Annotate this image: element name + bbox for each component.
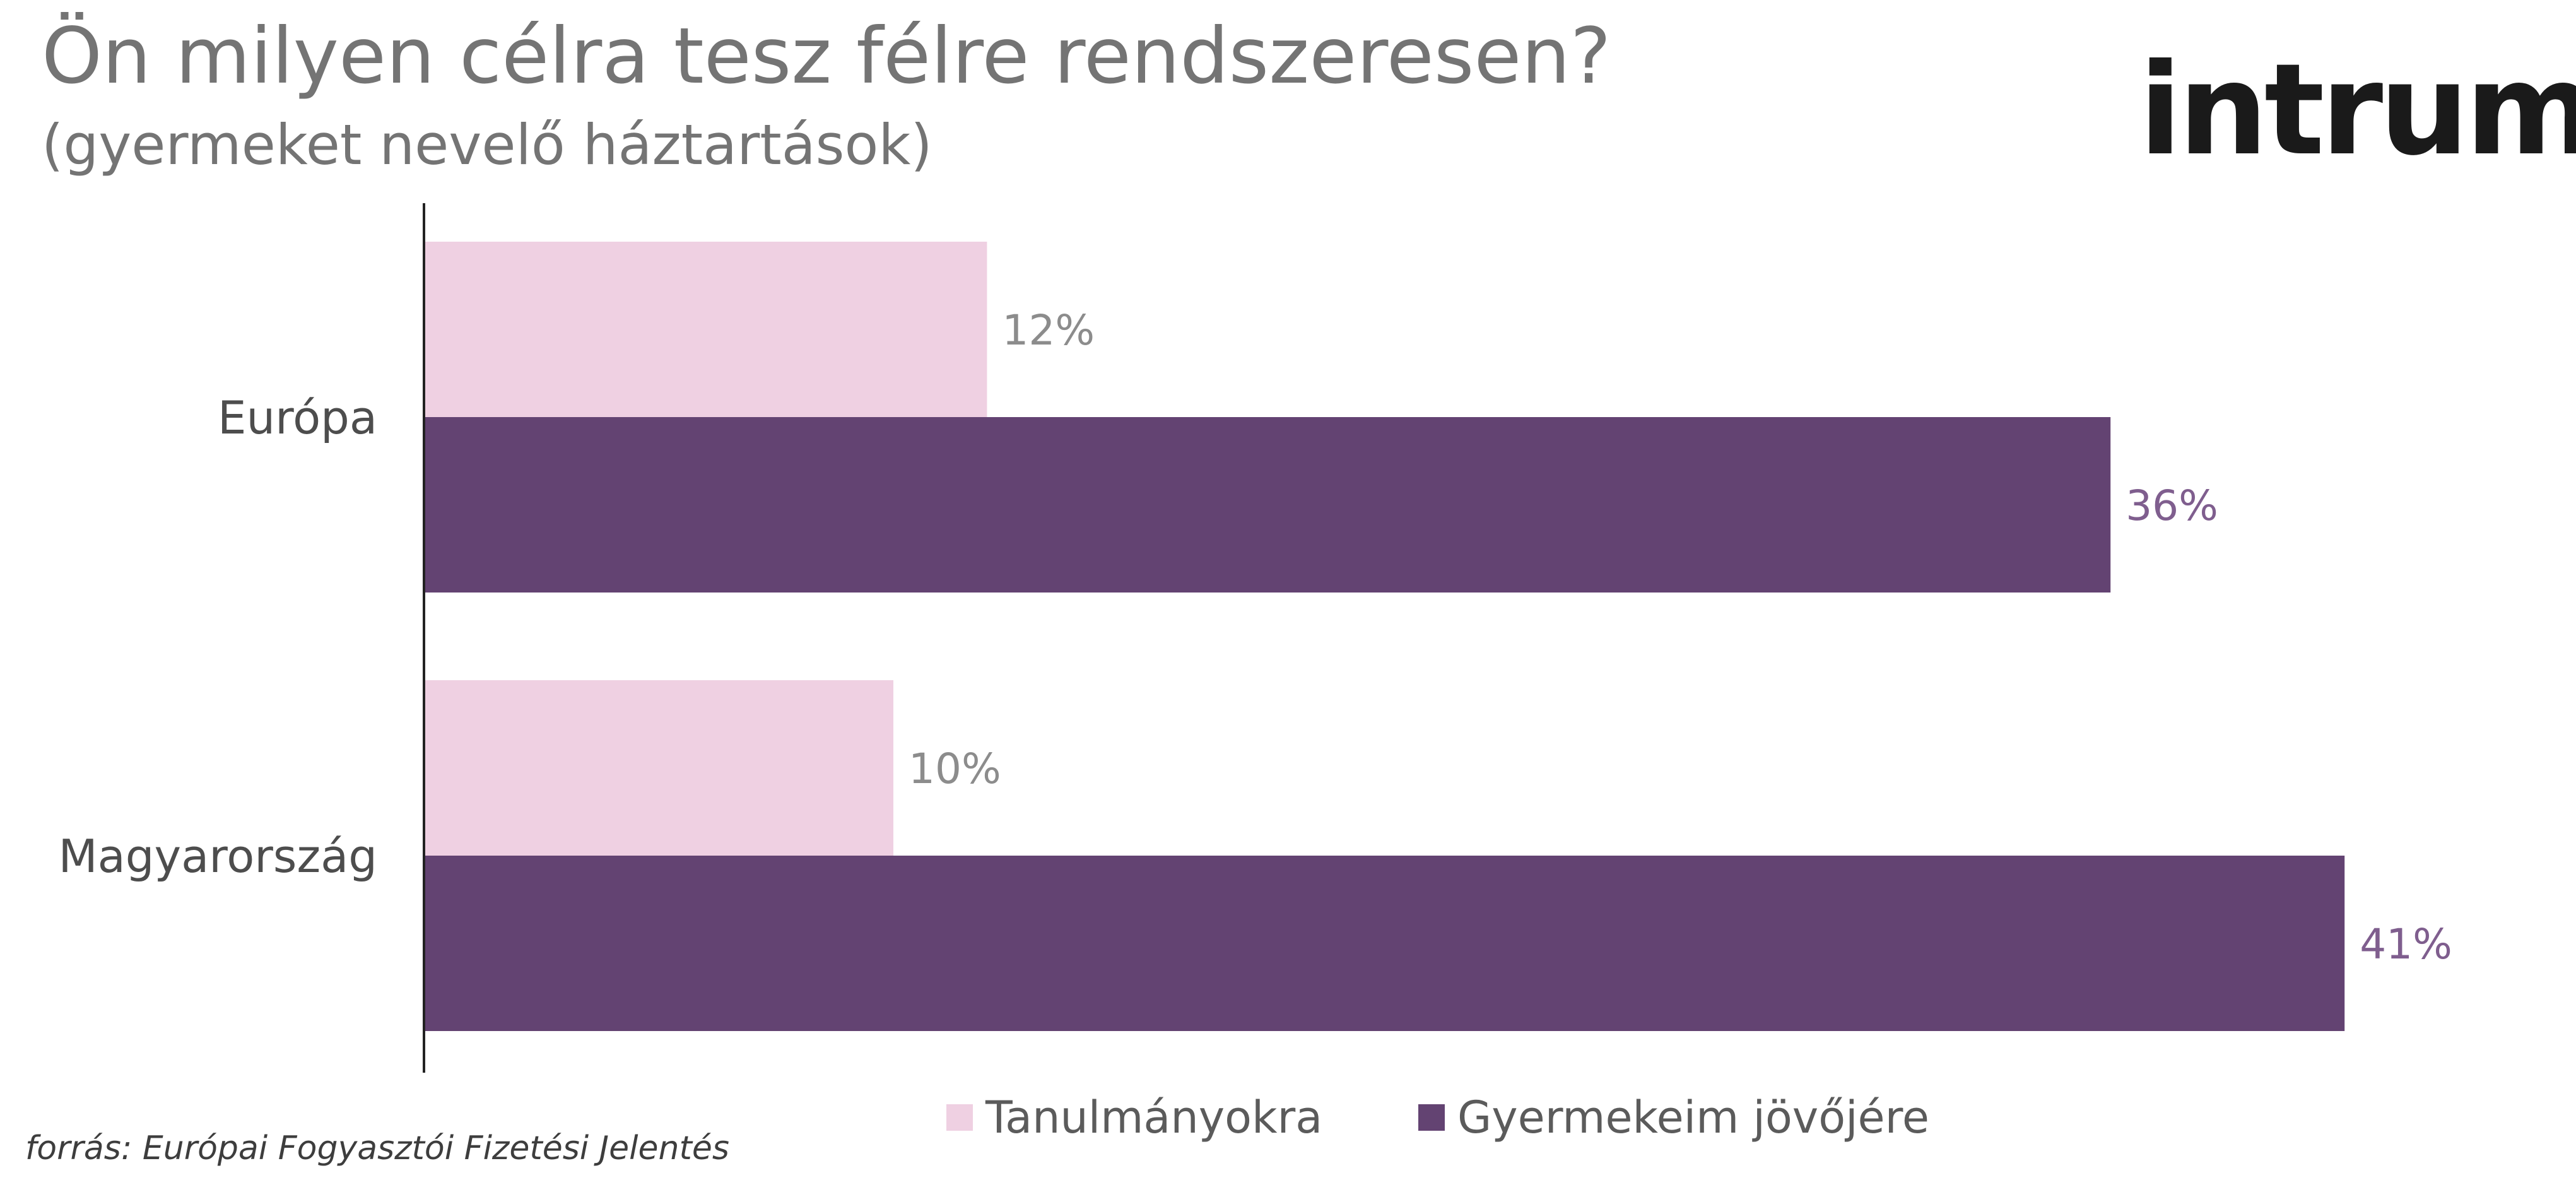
- legend-swatch-studies: [946, 1104, 973, 1131]
- legend-item-studies: Tanulmányokra: [946, 1092, 1322, 1143]
- page-subtitle: (gyermeket nevelő háztartások): [42, 112, 932, 177]
- bar-hungary-studies: [425, 680, 893, 856]
- category-label-hungary: Magyarország: [59, 830, 377, 883]
- legend-label-studies: Tanulmányokra: [985, 1092, 1323, 1143]
- bar-hungary-children-future: [425, 856, 2345, 1031]
- legend-label-children-future: Gyermekeim jövőjére: [1457, 1092, 1929, 1143]
- bar-chart: 12% 36% Európa 10% 41% Magyarország: [59, 203, 2452, 1073]
- category-label-europe: Európa: [218, 391, 377, 444]
- legend-item-children-future: Gyermekeim jövőjére: [1418, 1092, 1929, 1143]
- bar-group: 12% 36% Európa 10% 41% Magyarország: [59, 242, 2452, 1031]
- intrum-logo: intrum: [2139, 37, 2576, 184]
- bar-europe-studies: [425, 242, 987, 417]
- page-title: Ön milyen célra tesz félre rendszeresen?: [42, 11, 1611, 101]
- source-note: forrás: Európai Fogyasztói Fizetési Jele…: [25, 1129, 729, 1167]
- data-label-hungary-studies: 10%: [909, 745, 1001, 793]
- legend-swatch-children-future: [1418, 1104, 1445, 1131]
- data-label-europe-children-future: 36%: [2126, 481, 2218, 530]
- data-label-europe-studies: 12%: [1002, 306, 1095, 355]
- bar-europe-children-future: [425, 417, 2111, 593]
- data-label-hungary-children-future: 41%: [2360, 920, 2452, 969]
